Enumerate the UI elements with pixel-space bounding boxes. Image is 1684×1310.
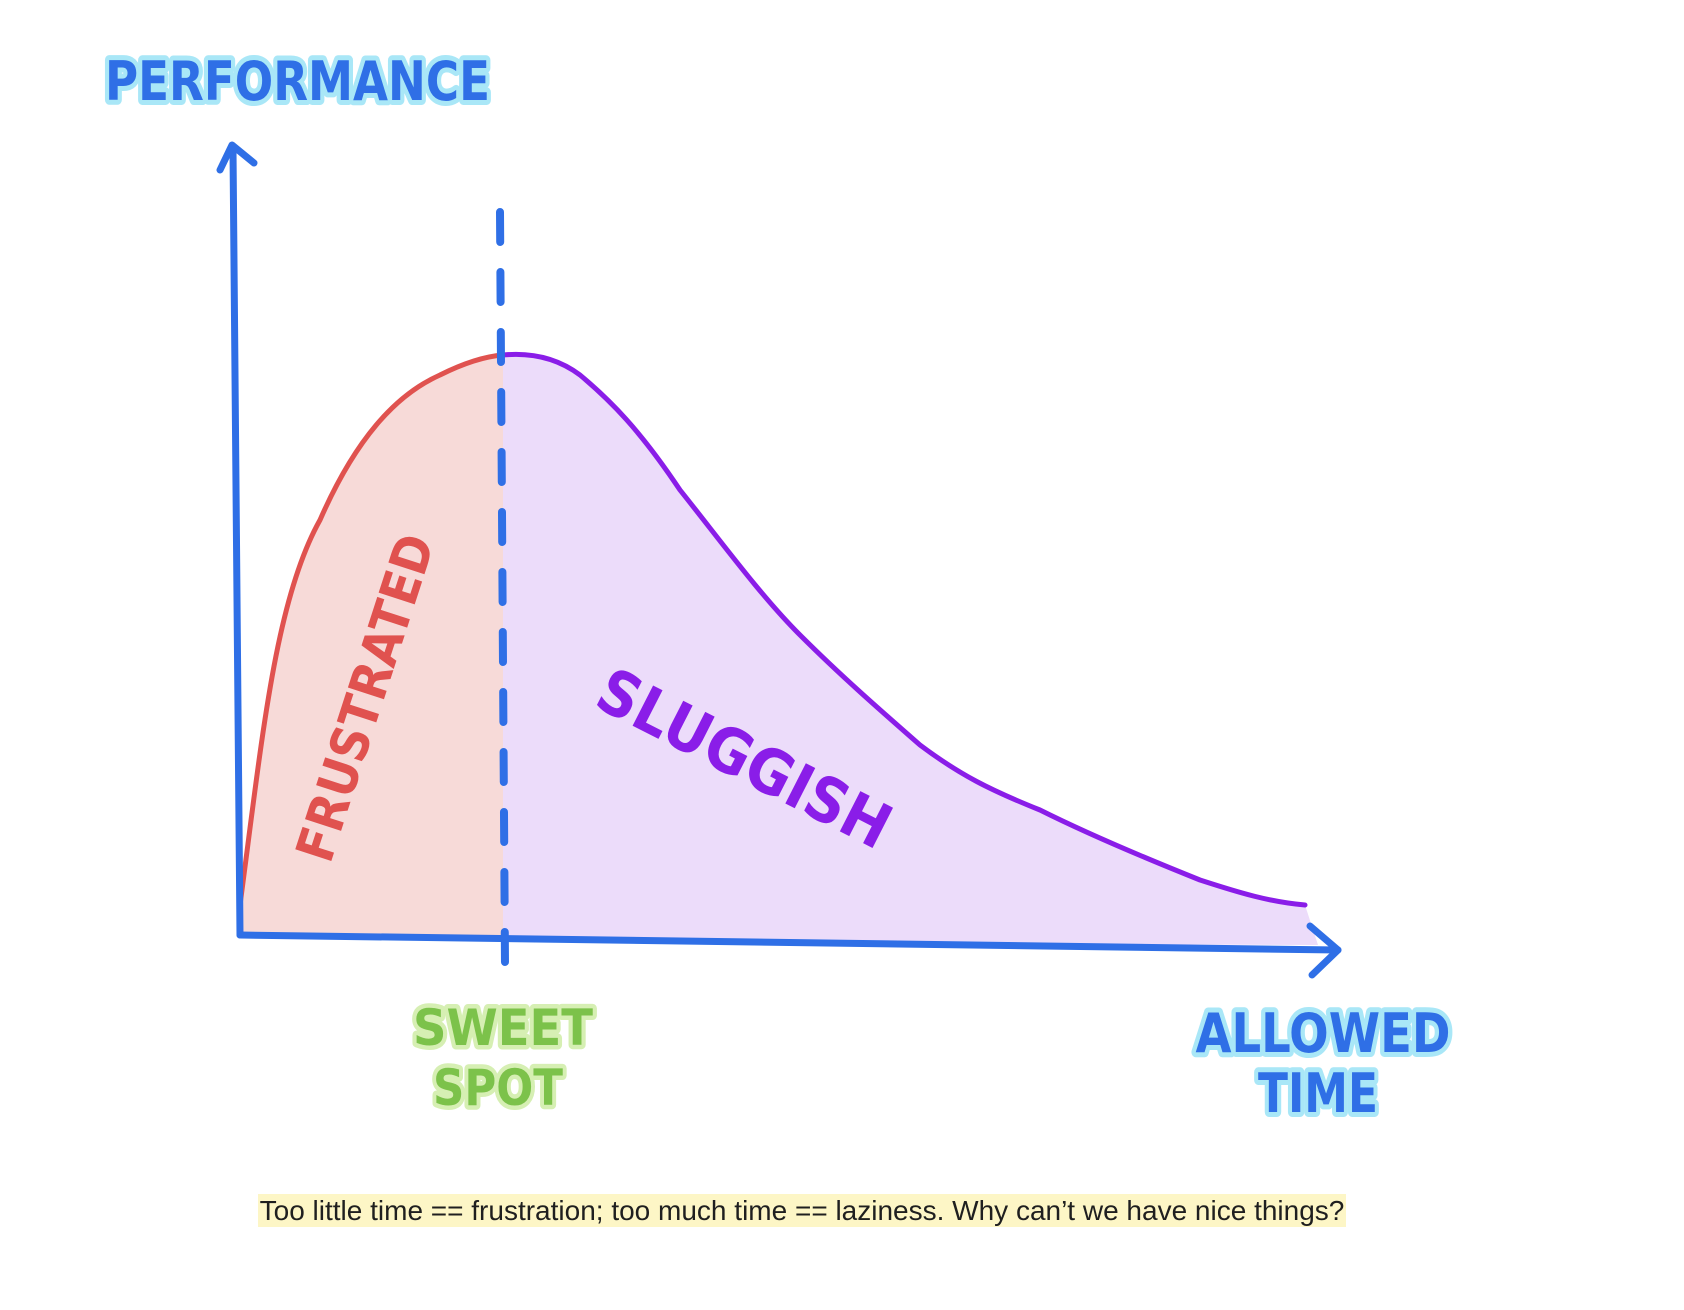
y-axis bbox=[229, 146, 244, 939]
x-axis-arrowhead bbox=[1306, 922, 1342, 979]
sweet-spot-label-line2: SPOT bbox=[433, 1059, 563, 1117]
frustrated-curve bbox=[237, 352, 506, 908]
x-axis-label-line1: ALLOWED bbox=[1196, 1002, 1451, 1065]
sweet-spot-dashed-line bbox=[496, 208, 509, 969]
y-axis-label: PERFORMANCE bbox=[105, 50, 490, 113]
sluggish-region-fill bbox=[503, 354, 1318, 945]
x-axis bbox=[236, 931, 1342, 954]
x-axis-label-line2: TIME bbox=[1258, 1062, 1378, 1125]
caption: Too little time == frustration; too much… bbox=[242, 1190, 1362, 1232]
frustrated-region-fill bbox=[240, 355, 503, 938]
sluggish-curve bbox=[500, 351, 1308, 908]
y-axis-arrowhead bbox=[216, 141, 258, 174]
caption-text: Too little time == frustration; too much… bbox=[257, 1194, 1347, 1227]
sweet-spot-label-line1: SWEET bbox=[413, 999, 593, 1057]
